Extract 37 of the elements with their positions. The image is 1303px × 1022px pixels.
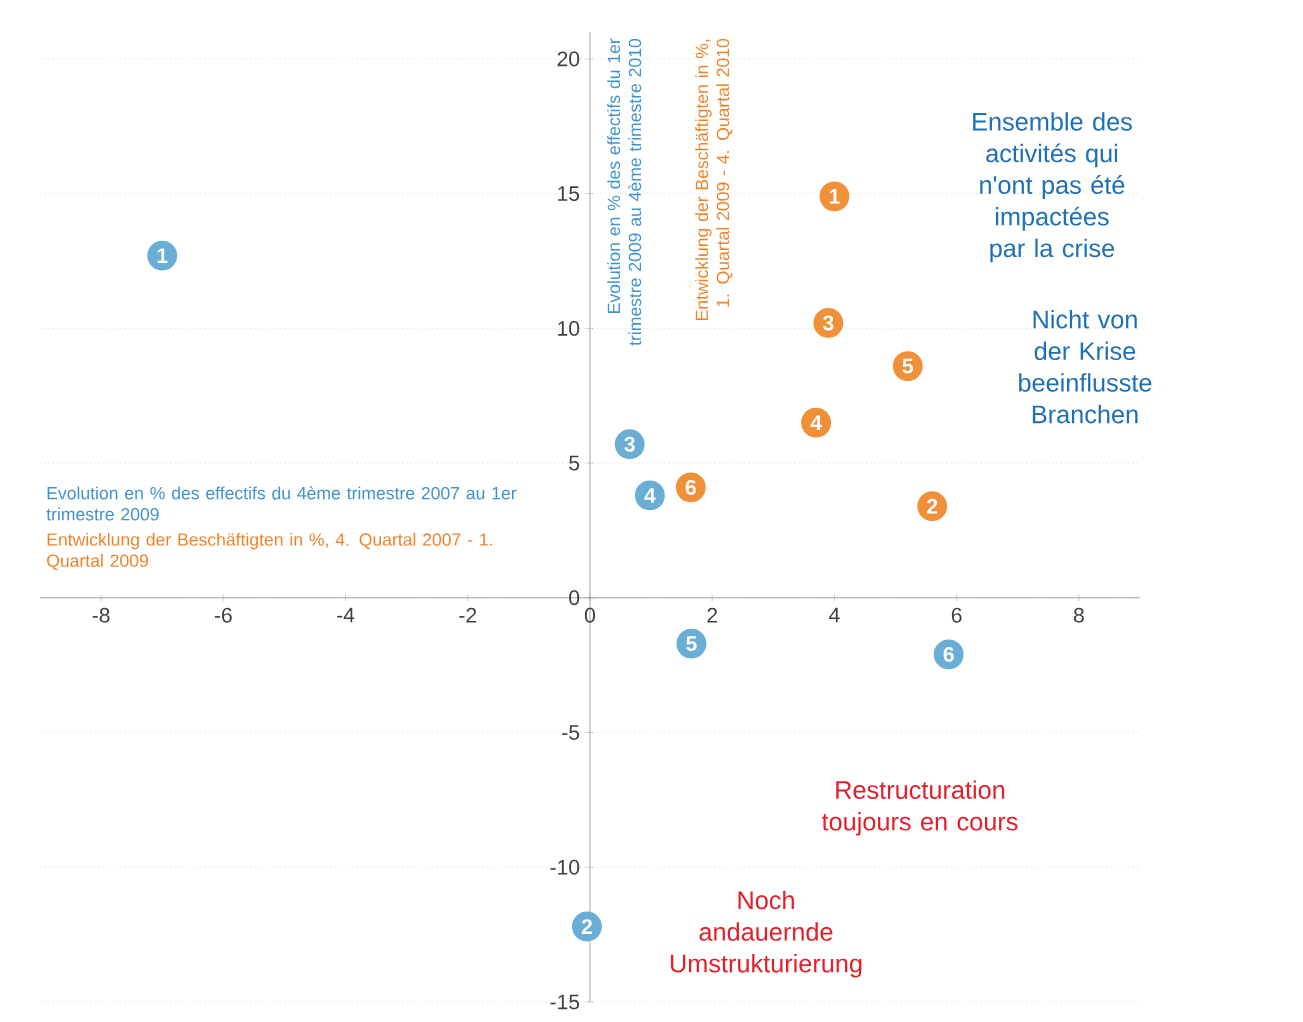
annotation: Restructuration toujours en cours [821,780,1018,836]
x-axis-title: Evolution en % des effectifs du 4ème trimestre 2007 au 1er trimestre 2009 [46,486,517,521]
annotation: 2 [927,498,938,514]
annotation: Entwicklung der Beschäftigten in %, 1. Quartal 2009 - 4. Quartal 2010 [695,38,733,321]
x-tick-label: -8 [92,607,110,623]
y-tick-label: 15 [558,186,580,201]
x-tick-label: 0 [584,607,596,623]
y-axis-title: Evolution en % des effectifs du 1er trimestre 2009 au 4ème trimestre 2010 [607,38,642,346]
annotation: Ensemble des activités qui n'ont pas été impactées par la crise [973,112,1132,263]
annotation: 4 [644,488,656,503]
y-tick-label: 20 [557,51,580,67]
y-tick-label: 0 [569,590,580,606]
annotation: 4 [810,415,822,430]
annotation: 5 [686,636,697,651]
annotation: Nicht von der Krise beeinflusste Branchen [1019,309,1152,424]
annotation: 6 [943,646,954,662]
y-tick-label: 10 [558,320,580,336]
annotation: 1 [829,189,840,204]
x-tick-label: 6 [951,607,962,623]
x-tick-label: -6 [214,607,232,623]
annotation: Noch andauernde Umstrukturierung [670,890,862,978]
annotation: 6 [685,479,696,495]
y-tick-label: -10 [550,859,580,875]
x-tick-label: 8 [1073,607,1084,623]
annotation: 1 [157,248,168,263]
annotation: 3 [624,436,635,452]
x-tick-label: -4 [337,607,355,623]
y-tick-label: -5 [562,725,580,740]
x-tick-label: 4 [829,607,840,623]
annotation: 2 [581,919,592,934]
x-tick-label: -2 [459,607,477,623]
annotation: 3 [822,315,834,331]
annotation: 5 [902,358,914,374]
annotation: Entwicklung der Beschäftigten in %, 4. Quartal 2007 - 1. Quartal 2009 [47,532,492,571]
y-tick-label: -15 [550,994,580,1010]
x-tick-label: 2 [707,607,718,623]
y-tick-label: 5 [569,455,580,471]
